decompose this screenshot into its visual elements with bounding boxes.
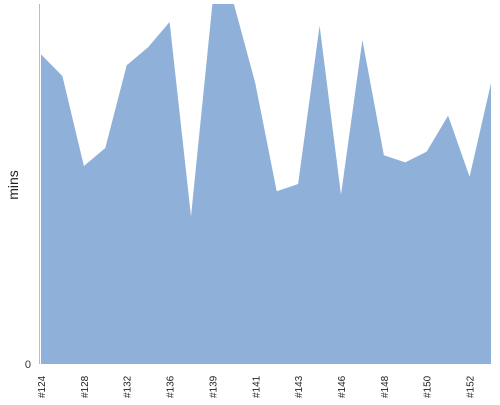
y-axis-ticks: 0 xyxy=(25,359,31,371)
data-point xyxy=(146,45,150,49)
y-axis-title: mins xyxy=(5,170,21,200)
data-point xyxy=(60,74,64,78)
x-tick-label: #146 xyxy=(337,375,348,398)
x-tick-label: #124 xyxy=(37,375,48,398)
y-tick-label: 0 xyxy=(25,359,31,371)
x-tick-label: #132 xyxy=(123,375,134,398)
x-tick-label: #139 xyxy=(208,375,219,398)
data-point xyxy=(468,175,472,179)
data-point xyxy=(296,182,300,186)
data-point xyxy=(168,20,172,24)
data-point xyxy=(425,150,429,154)
data-point xyxy=(360,38,364,42)
data-point xyxy=(82,164,86,168)
data-point xyxy=(403,160,407,164)
data-point xyxy=(275,189,279,193)
data-point xyxy=(339,193,343,197)
x-tick-label: #143 xyxy=(294,375,305,398)
data-point xyxy=(446,114,450,118)
x-tick-label: #148 xyxy=(380,375,391,398)
area-layer xyxy=(41,2,493,364)
data-point xyxy=(318,24,322,28)
data-point xyxy=(189,214,193,218)
data-point xyxy=(232,2,236,6)
data-point xyxy=(382,153,386,157)
data-point xyxy=(489,81,493,85)
data-point xyxy=(253,81,257,85)
x-tick-label: #150 xyxy=(423,375,434,398)
data-point xyxy=(210,2,214,6)
x-tick-label: #128 xyxy=(80,375,91,398)
x-tick-label: #152 xyxy=(466,375,477,398)
data-point xyxy=(103,146,107,150)
x-tick-label: #136 xyxy=(166,375,177,398)
data-point xyxy=(125,63,129,67)
series-area xyxy=(41,4,491,364)
x-axis-ticks: #124 #128 #132 #136 #139 #141 #143 #146 #148 #150… xyxy=(37,375,477,398)
x-tick-label: #141 xyxy=(251,375,262,398)
